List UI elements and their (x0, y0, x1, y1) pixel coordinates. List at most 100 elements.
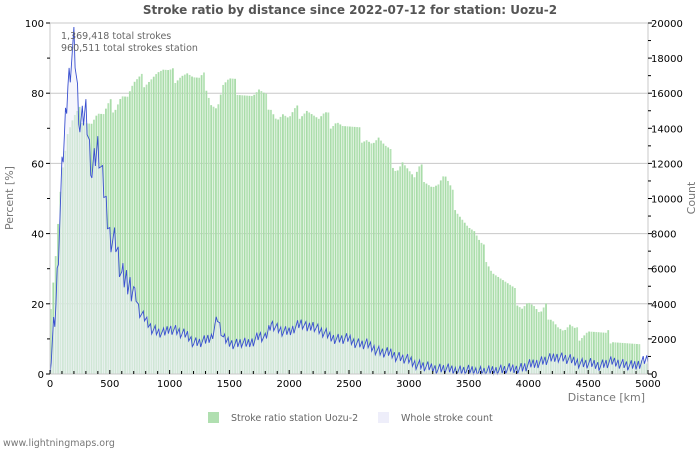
ratio-bar (566, 327, 569, 374)
ratio-bar (332, 126, 335, 375)
ratio-bar (227, 79, 229, 375)
ratio-bar (313, 115, 315, 374)
ratio-bar (255, 92, 258, 374)
ratio-bar (492, 273, 495, 374)
ratio-bar (396, 170, 399, 374)
ratio-bar (521, 308, 524, 374)
ratio-bar (262, 92, 265, 375)
ratio-bar (399, 166, 402, 374)
ratio-bar (459, 216, 461, 374)
ratio-bar (222, 84, 225, 374)
axes: 0 500 1000 1500 2000 2500 3000 3500 4000 4500 5000… (25, 19, 683, 390)
ratio-bar (590, 331, 593, 374)
ratio-bar (296, 105, 299, 375)
ratio-bar (188, 74, 191, 374)
x-tick-label: 2000 (276, 379, 301, 390)
x-tick-label: 1500 (217, 379, 242, 390)
ratio-bar (427, 185, 430, 374)
ratio-bar (265, 93, 268, 375)
ratio-bar (320, 116, 323, 375)
ratio-bar (50, 309, 52, 374)
ratio-bar (248, 95, 251, 375)
ratio-bar (437, 184, 440, 374)
ratio-bar (432, 186, 435, 374)
ratio-bar (143, 87, 146, 374)
ratio-bar (186, 73, 189, 374)
ratio-bar (224, 82, 227, 374)
ratio-bar (526, 303, 528, 374)
ratio-bar (238, 95, 241, 375)
ratio-bar (569, 324, 571, 374)
ratio-bar (494, 275, 497, 374)
ratio-bar (454, 210, 457, 374)
y-left-tick-label: 100 (25, 19, 44, 30)
ratio-bar (152, 76, 155, 374)
ratio-bar (329, 128, 332, 374)
ratio-bar (535, 309, 538, 374)
ratio-bar (148, 81, 150, 374)
ratio-bar (530, 304, 533, 374)
ratio-bar (626, 343, 629, 374)
ratio-bar (317, 118, 320, 374)
ratio-bar (394, 170, 397, 374)
ratio-bar (303, 113, 306, 375)
ratio-bar (415, 171, 418, 374)
ratio-bar (365, 140, 368, 374)
ratio-bar (253, 94, 256, 374)
legend-label-ratio: Stroke ratio station Uozu-2 (231, 413, 358, 424)
ratio-bar (131, 85, 134, 374)
ratio-bar (215, 108, 217, 374)
ratio-bar (612, 342, 614, 374)
x-axis-label: Distance [km] (568, 391, 645, 404)
ratio-bar (200, 75, 203, 374)
ratio-bar (377, 137, 380, 374)
ratio-bar (286, 117, 289, 374)
count-area (50, 27, 648, 374)
ratio-bar (231, 78, 234, 375)
ratio-bar (236, 94, 239, 374)
x-tick-label: 4000 (516, 379, 541, 390)
ratio-bar (430, 186, 433, 374)
x-tick-label: 5000 (635, 379, 660, 390)
ratio-bar (176, 80, 179, 375)
ratio-bar (327, 112, 330, 374)
ratio-bar (337, 122, 339, 374)
y-left-tick-label: 40 (31, 230, 44, 241)
ratio-bar (334, 123, 337, 374)
ratio-bar (310, 114, 313, 374)
y-right-tick-label: 20000 (651, 19, 683, 30)
ratio-bar (124, 96, 126, 375)
ratio-bar (174, 83, 177, 374)
ratio-bar (435, 185, 437, 374)
ratio-bar (193, 77, 196, 374)
ratio-bar (360, 142, 363, 374)
ratio-bar (356, 127, 358, 374)
ratio-bar (506, 283, 509, 374)
ratio-bar (293, 108, 296, 375)
y-right-tick-label: 2000 (651, 335, 676, 346)
ratio-bar (349, 126, 351, 374)
ratio-bar (382, 143, 385, 374)
ratio-bar (466, 225, 468, 374)
ratio-bar (470, 229, 473, 374)
ratio-bar (600, 332, 602, 374)
y-right-tick-label: 4000 (651, 300, 676, 311)
ratio-bar (195, 77, 198, 374)
ratio-bar (497, 276, 500, 374)
ratio-bar (344, 126, 347, 374)
ratio-bar (119, 98, 122, 374)
ratio-bar (559, 328, 562, 374)
ratio-bar (157, 72, 160, 374)
ratio-bar (198, 77, 201, 375)
ratio-bar (614, 342, 617, 374)
x-tick-label: 500 (100, 379, 119, 390)
ratio-bar (516, 305, 519, 374)
ratio-bar (109, 99, 112, 375)
ratio-bar (475, 235, 478, 374)
ratio-bar (138, 76, 141, 374)
ratio-bar (461, 219, 464, 374)
y-axis-right-label: Count (685, 181, 698, 214)
ratio-bar (576, 327, 579, 374)
count-line (49, 26, 649, 376)
